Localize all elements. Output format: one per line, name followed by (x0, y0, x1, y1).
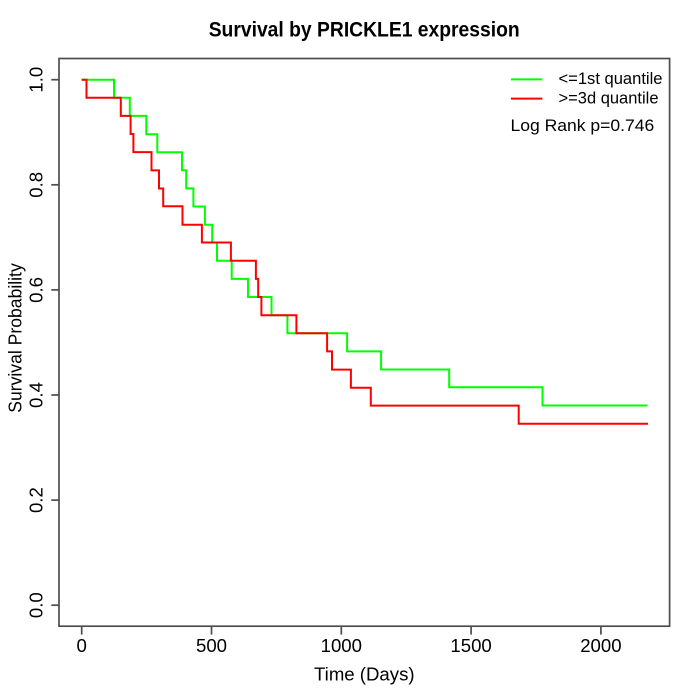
svg-text:Survival by PRICKLE1 expressio: Survival by PRICKLE1 expression (209, 18, 520, 41)
svg-text:0.8: 0.8 (26, 172, 47, 198)
svg-text:>=3d quantile: >=3d quantile (559, 88, 659, 107)
svg-text:Time (Days): Time (Days) (314, 664, 415, 685)
svg-text:0: 0 (77, 635, 87, 656)
svg-text:1500: 1500 (450, 635, 491, 656)
svg-text:500: 500 (196, 635, 227, 656)
svg-text:0.4: 0.4 (26, 382, 47, 408)
svg-text:0.6: 0.6 (26, 277, 47, 303)
svg-text:1000: 1000 (321, 635, 362, 656)
svg-text:2000: 2000 (580, 635, 621, 656)
svg-text:1.0: 1.0 (26, 67, 47, 93)
svg-text:0.2: 0.2 (26, 487, 47, 513)
svg-text:Log Rank p=0.746: Log Rank p=0.746 (511, 116, 655, 135)
svg-text:Survival Probability: Survival Probability (5, 263, 26, 413)
svg-text:<=1st quantile: <=1st quantile (559, 69, 663, 88)
svg-text:0.0: 0.0 (26, 592, 47, 618)
